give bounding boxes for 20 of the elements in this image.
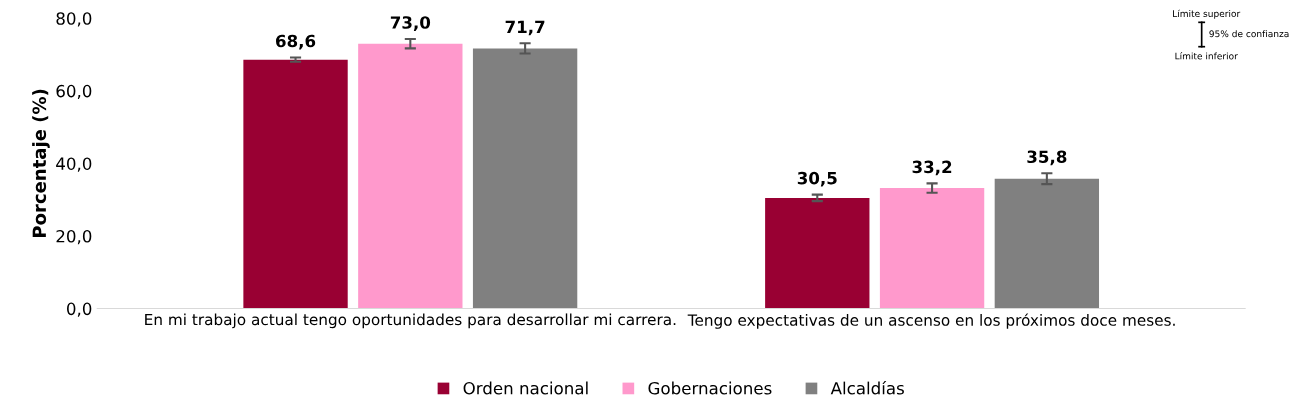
legend-label: Gobernaciones <box>648 381 772 395</box>
y-tick-label: 0,0 <box>67 302 92 317</box>
data-label: 68,6 <box>276 34 316 50</box>
legend-label: Orden nacional <box>463 381 588 395</box>
y-tick-label: 40,0 <box>56 157 92 172</box>
data-label: 30,5 <box>797 171 837 187</box>
annotation: 95% de confianza <box>1209 30 1289 38</box>
annotation: Límite inferior <box>1175 52 1238 60</box>
text: Límite superior <box>1173 9 1241 19</box>
y-tick-label: 60,0 <box>56 84 92 100</box>
legend-label: Alcaldías <box>830 380 904 395</box>
data-label: 71,7 <box>505 20 545 36</box>
y-axis-title: Porcentaje (%) <box>32 89 50 237</box>
data-label: 33,2 <box>912 160 952 176</box>
x-tick-label: Tengo expectativas de un ascenso en los próximos doce meses. <box>687 313 1175 329</box>
data-label: 35,8 <box>1027 150 1067 166</box>
y-tick-label: 20,0 <box>56 229 92 245</box>
data-label: 73,0 <box>390 16 431 31</box>
y-tick-label: 80,0 <box>56 12 92 27</box>
x-tick-label: En mi trabajo actual tengo oportunidades para desarrollar mi carrera. <box>145 313 676 329</box>
